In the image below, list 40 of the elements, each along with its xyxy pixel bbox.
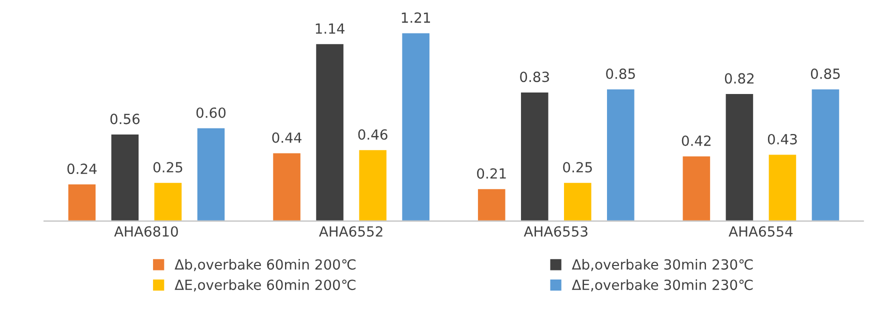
data-label: 0.56 [110, 114, 140, 124]
x-tick-label: AHA6554 [728, 226, 793, 237]
data-label: 0.83 [520, 72, 549, 82]
data-label: 0.42 [682, 136, 711, 146]
x-tick-label: AHA6552 [319, 226, 382, 237]
data-label: 0.85 [606, 68, 635, 79]
bar [314, 42, 345, 222]
bar [400, 32, 431, 222]
bar [476, 188, 507, 222]
data-label: 0.21 [477, 168, 506, 179]
data-label: 0.44 [272, 132, 302, 143]
bar [110, 133, 140, 222]
bar [724, 92, 754, 222]
bar [196, 126, 226, 222]
x-tick-label: AHA6553 [524, 226, 588, 237]
bar [810, 88, 841, 222]
bar [272, 152, 302, 222]
legend-label: Δb,overbake 30min 230℃ [572, 258, 753, 272]
data-label: 1.21 [402, 12, 430, 23]
data-label: 0.85 [810, 68, 840, 79]
bar [562, 181, 593, 222]
bar [606, 88, 636, 222]
data-label: 0.25 [153, 162, 182, 173]
data-label: 1.14 [316, 23, 344, 34]
bar [767, 153, 798, 222]
data-label: 0.25 [563, 162, 592, 173]
bar [358, 148, 388, 222]
x-tick-label: AHA6810 [114, 226, 178, 237]
data-label: 0.82 [724, 73, 754, 84]
legend-label: ΔE,overbake 30min 230℃ [572, 279, 753, 292]
data-label: 0.43 [768, 134, 797, 144]
data-label: 0.24 [67, 164, 97, 174]
bar [66, 183, 97, 222]
data-label: 0.46 [358, 129, 388, 140]
bar [520, 91, 550, 222]
bar [681, 154, 712, 222]
legend-label: Δb,overbake 60min 200℃ [174, 258, 356, 272]
legend-label: ΔE,overbake 60min 200℃ [174, 279, 356, 292]
bar [152, 181, 184, 222]
data-label: 0.60 [196, 107, 226, 118]
